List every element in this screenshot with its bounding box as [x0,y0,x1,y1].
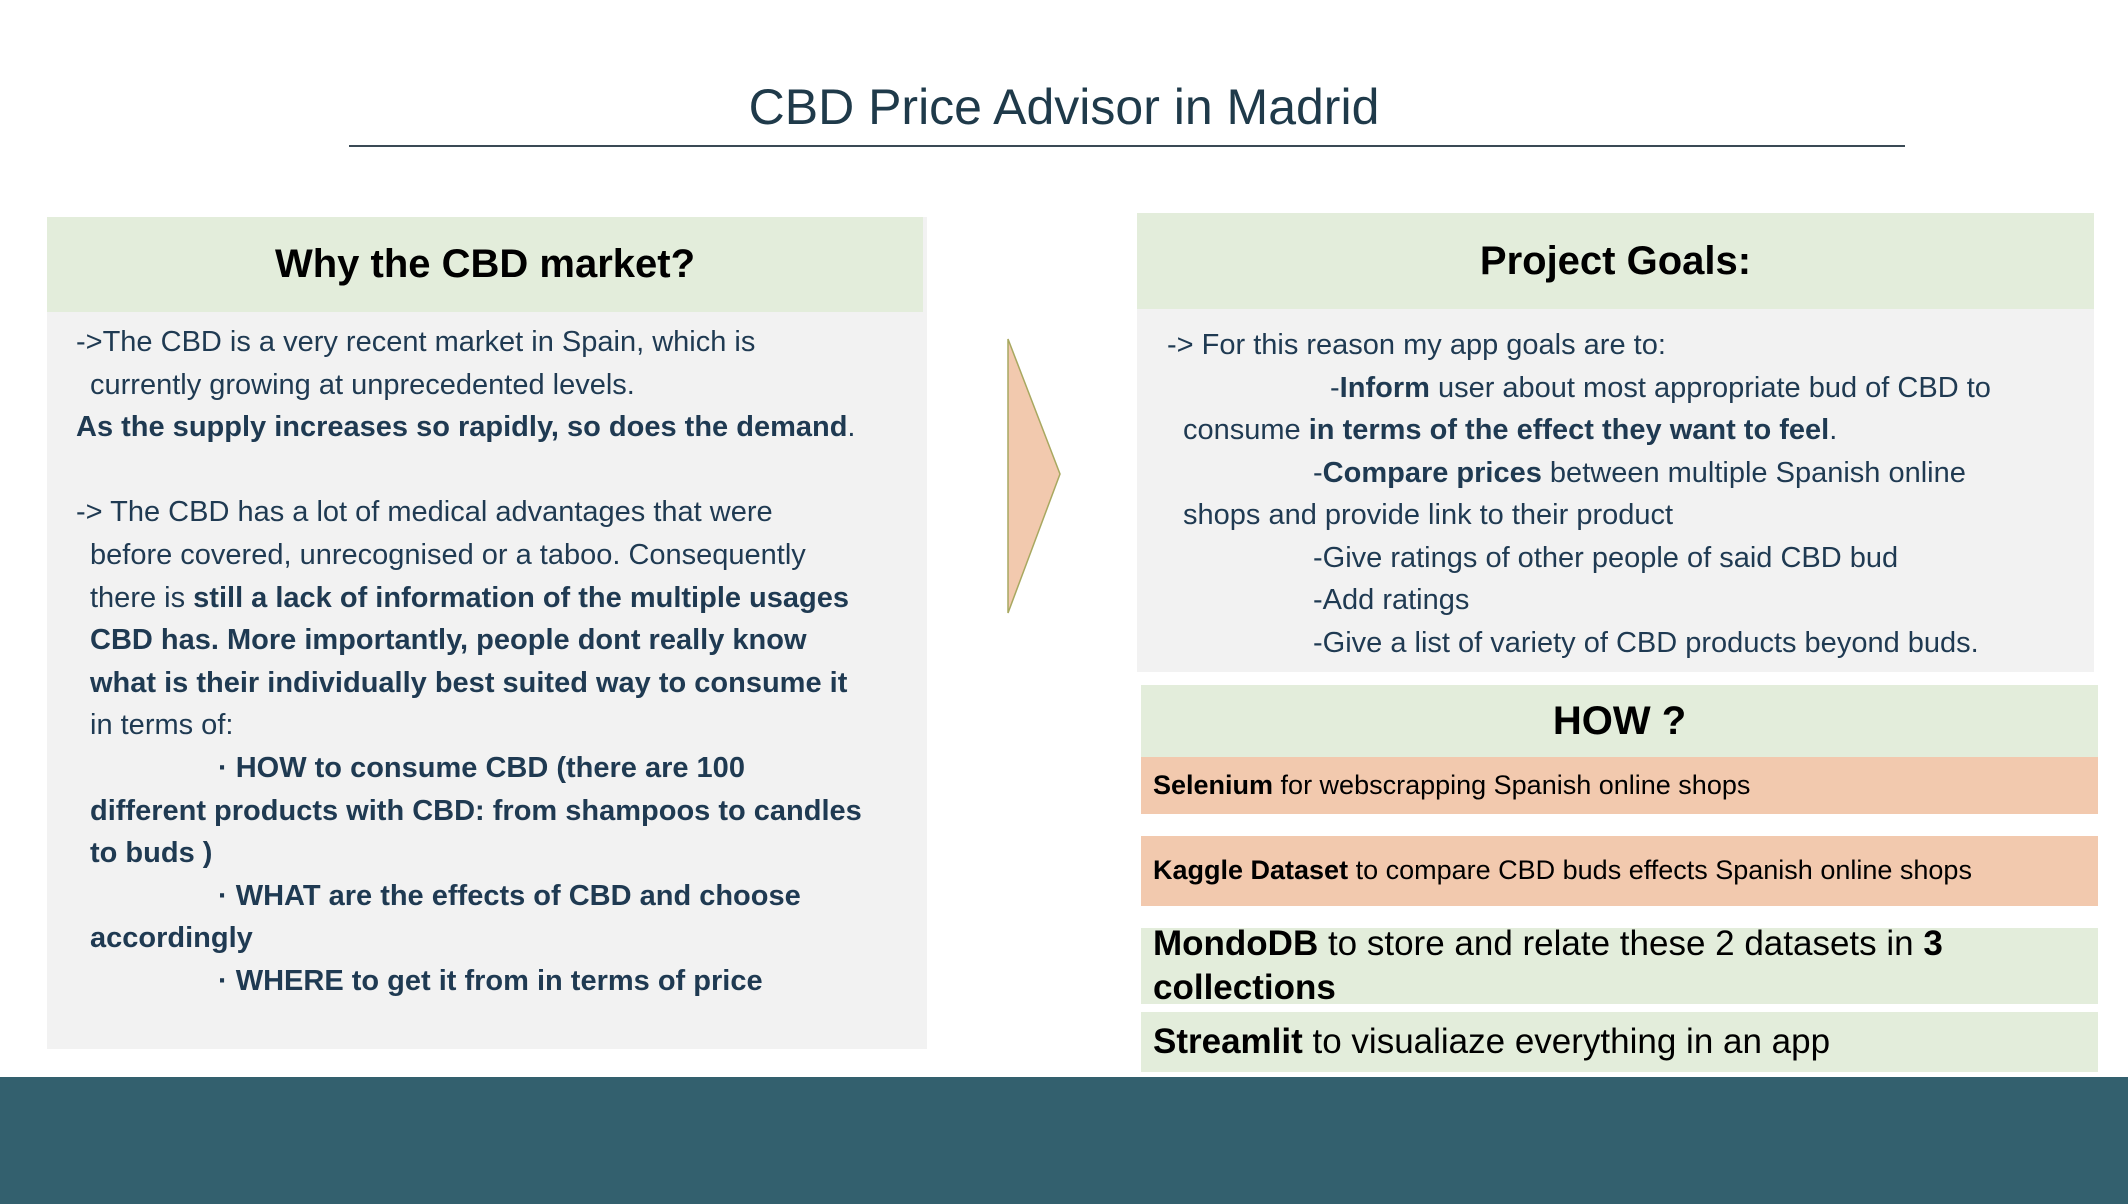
text-line: there is still a lack of information of … [90,577,849,620]
text-line: shops and provide link to their product [1183,494,1673,537]
text-run: in terms of the effect they want to feel [1308,414,1830,446]
text-run: to compare CBD buds effects Spanish onli… [1348,855,1972,886]
text-line: to buds ) [90,832,212,875]
text-line: · HOW to consume CBD (there are 100 [218,747,745,790]
text-line: in terms of: [90,704,233,747]
text-run: -> For this reason my app goals are to: [1167,329,1666,361]
footer-bar [0,1077,2128,1204]
how-text: MondoDB to store and relate these 2 data… [1153,922,2086,1010]
text-run: - [1330,371,1340,404]
how-item: MondoDB to store and relate these 2 data… [1141,924,2098,1007]
text-run: to visualiaze everything in an app [1302,1022,1831,1062]
text-run: accordingly [90,922,253,955]
text-line: accordingly [90,917,253,960]
text-line: -Give a list of variety of CBD products … [1313,622,1979,665]
text-run: Streamlit [1153,1022,1303,1062]
text-run: 3 collections [1153,924,1943,1007]
text-run: there is [90,581,194,614]
text-run: to store and relate these 2 datasets in [1318,924,1924,964]
text-run: · HOW to consume CBD (there are 100 [218,752,745,784]
text-run: . [1829,414,1838,446]
text-run: different products with CBD: from shampo… [90,794,862,827]
text-run: before covered, unrecognised or a taboo.… [90,539,806,571]
text-run: -Add ratings [1313,584,1470,616]
text-line: CBD has. More importantly, people dont r… [90,619,807,662]
how-item: Selenium for webscrapping Spanish online… [1141,757,2098,814]
title-rule [349,145,1905,147]
text-run: MondoDB [1153,924,1319,964]
text-line: · WHAT are the effects of CBD and choose [218,875,801,918]
text-run: -Give ratings of other people of said CB… [1313,541,1899,574]
text-run: Inform [1339,371,1430,404]
text-line: -> For this reason my app goals are to: [1167,324,1666,367]
left-panel [47,217,927,1049]
text-line: -Inform user about most appropriate bud … [1330,367,1991,410]
text-line: what is their individually best suited w… [90,662,847,705]
goals-heading: Project Goals: [1137,213,2094,309]
text-run: in terms of: [90,709,234,742]
text-run: CBD has. More importantly, people dont r… [90,624,807,657]
how-text: Selenium for webscrapping Spanish online… [1153,769,1750,803]
text-run: -Give a list of variety of CBD products … [1313,626,1979,659]
text-run: for webscrapping Spanish online shops [1273,769,1751,800]
text-line: before covered, unrecognised or a taboo.… [90,534,806,577]
text-line: -> The CBD has a lot of medical advantag… [76,491,773,534]
how-text: Streamlit to visualiaze everything in an… [1153,1020,1830,1064]
arrow-shape [1007,338,1061,614]
text-run: · WHERE to get it from in terms of price [218,965,763,997]
text-run: Compare prices [1322,456,1542,489]
text-run: Selenium [1153,769,1274,800]
text-run: -> The CBD has a lot of medical advantag… [76,496,773,529]
text-line: -Compare prices between multiple Spanish… [1313,452,1966,495]
how-text: Kaggle Dataset to compare CBD buds effec… [1153,854,1972,888]
text-run: As the supply increases so rapidly, so d… [76,411,848,444]
text-run: Kaggle Dataset [1153,855,1349,886]
text-run: still a lack of information of the multi… [193,581,849,614]
text-run: currently growing at unprecedented level… [90,368,635,401]
text-run: between multiple Spanish online [1541,456,1966,489]
text-line: different products with CBD: from shampo… [90,790,862,833]
how-item: Streamlit to visualiaze everything in an… [1141,1012,2098,1072]
how-heading: HOW ? [1141,685,2098,757]
text-line: · WHERE to get it from in terms of price [218,960,763,1003]
text-line: -Give ratings of other people of said CB… [1313,537,1898,580]
text-run: what is their individually best suited w… [90,666,848,699]
left-heading: Why the CBD market? [47,217,923,312]
text-run: consume [1183,414,1309,446]
text-line: ->The CBD is a very recent market in Spa… [76,321,755,364]
text-run: ->The CBD is a very recent market in Spa… [76,326,756,358]
text-line: -Add ratings [1313,579,1469,622]
text-line: As the supply increases so rapidly, so d… [76,406,855,449]
how-item: Kaggle Dataset to compare CBD buds effec… [1141,836,2098,906]
text-run: user about most appropriate bud of CBD t… [1429,371,1991,404]
text-run: - [1313,456,1323,489]
text-run: . [847,411,856,444]
text-line: currently growing at unprecedented level… [90,364,635,407]
text-line: consume in terms of the effect they want… [1183,409,1837,452]
text-run: to buds ) [90,837,213,870]
text-run: shops and provide link to their product [1183,499,1674,531]
arrow [1007,338,1061,614]
slide-title: CBD Price Advisor in Madrid [748,79,1380,135]
text-run: · WHAT are the effects of CBD and choose [218,879,801,912]
